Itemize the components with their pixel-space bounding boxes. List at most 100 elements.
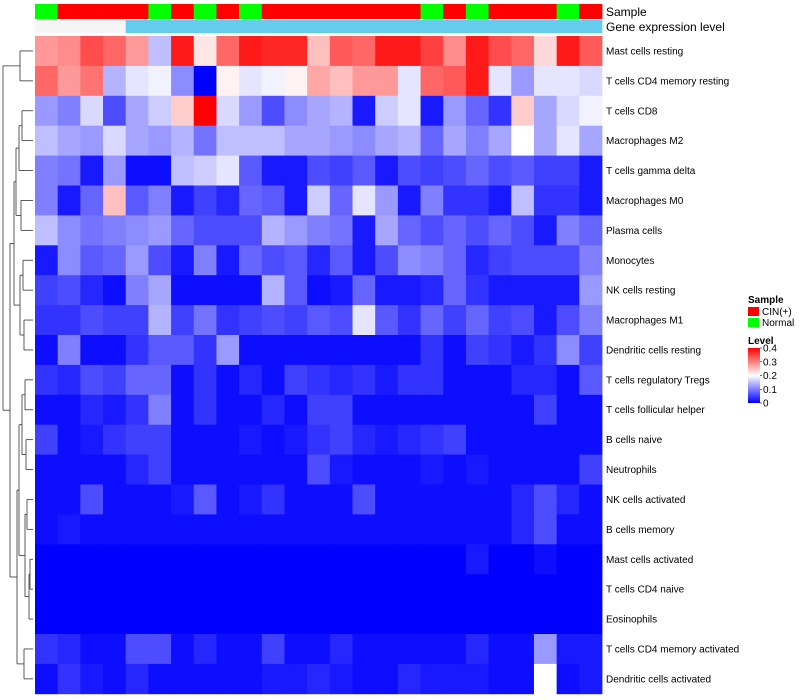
heatmap-cell [57,155,81,186]
heatmap-cell [443,245,467,276]
heatmap-cell [148,394,172,426]
heatmap-cell [511,484,535,515]
row-label: Plasma cells [606,226,662,237]
heatmap-cell [171,454,195,485]
heatmap-cell [329,36,353,67]
heatmap-cell [375,155,399,186]
heatmap-cell [329,604,353,635]
heatmap-cell [193,305,217,336]
heatmap-cell [375,514,399,545]
heatmap-cell [488,335,512,366]
annotation-label-gene-expression: Gene expression level [606,20,725,34]
annotation-cell-expression-2 [80,20,104,33]
heatmap-cell [284,454,308,485]
heatmap-cell [125,574,149,605]
heatmap-cell [307,275,331,306]
heatmap-cell [103,364,127,396]
heatmap-cell [533,36,558,67]
heatmap-cell [579,634,603,665]
heatmap-cell [397,574,421,605]
heatmap-cell [511,335,535,366]
heatmap-cell [579,364,603,396]
heatmap-cell [35,335,59,366]
heatmap-cell [375,574,399,605]
annotation-cell-expression-10 [261,20,285,33]
heatmap-cell [533,514,558,545]
heatmap-cell [125,604,149,635]
heatmap-cell [284,215,308,246]
heatmap-cell [239,514,263,545]
heatmap-cell [375,454,399,485]
heatmap-cell [488,245,512,276]
annotation-cell-expression-5 [148,20,172,33]
heatmap-cell [511,604,535,635]
row-label: Macrophages M1 [606,316,684,327]
heatmap-cell [148,663,172,695]
heatmap-cell [307,514,331,545]
heatmap-cell [488,544,512,575]
heatmap-cell [488,424,512,455]
heatmap-cell [352,604,376,635]
heatmap-cell [193,335,217,366]
heatmap-cell [57,335,81,366]
heatmap-cell [511,95,535,127]
heatmap-cell [80,424,104,455]
heatmap-cell [57,604,81,635]
heatmap-cell [216,305,240,336]
heatmap-cell [556,394,580,426]
heatmap-cell [171,663,195,695]
sample-legend-title: Sample [748,295,784,306]
heatmap-cell [171,305,195,336]
heatmap-cell [579,305,603,336]
heatmap-cell [352,544,376,575]
heatmap-cell [80,454,104,485]
heatmap-cell [397,335,421,366]
heatmap-cell [261,544,285,575]
heatmap-cell [216,604,240,635]
heatmap-cell [465,65,489,97]
heatmap-cell [80,155,104,186]
heatmap-cell [533,544,558,575]
annotation-label-sample: Sample [606,5,647,19]
row-label: T cells CD8 [606,106,658,117]
heatmap-cell [420,335,444,366]
heatmap-cell [57,454,81,485]
heatmap-cell [125,394,149,426]
heatmap-cell [307,454,331,485]
heatmap-cell [284,604,308,635]
heatmap-cell [80,95,104,127]
heatmap-cell [556,484,580,515]
heatmap-cell [307,185,331,216]
heatmap-cells [35,36,603,695]
row-dendrogram [2,50,33,680]
heatmap-cell [216,574,240,605]
heatmap-cell [80,663,104,695]
heatmap-cell [261,604,285,635]
heatmap-cell [579,245,603,276]
heatmap-cell [465,364,489,396]
heatmap-cell [375,245,399,276]
heatmap-cell [35,125,59,156]
heatmap-cell [352,574,376,605]
row-label: T cells CD4 naive [606,585,685,596]
heatmap-cell [148,275,172,306]
heatmap-cell [284,335,308,366]
heatmap-cell [35,454,59,485]
heatmap-cell [35,394,59,426]
annotation-cell-sample-9 [239,4,263,19]
heatmap-cell [216,394,240,426]
row-label: Dendritic cells activated [606,674,711,685]
row-label: T cells regulatory Tregs [606,375,710,386]
heatmap-cell [80,185,104,216]
heatmap-cell [171,125,195,156]
heatmap-cell [57,634,81,665]
heatmap-cell [488,484,512,515]
heatmap-cell [488,663,512,695]
heatmap-cell [216,514,240,545]
annotation-cell-sample-5 [148,4,172,19]
heatmap-cell [420,364,444,396]
heatmap-cell [148,125,172,156]
heatmap-cell [556,185,580,216]
heatmap-cell [284,394,308,426]
heatmap-cell [103,305,127,336]
